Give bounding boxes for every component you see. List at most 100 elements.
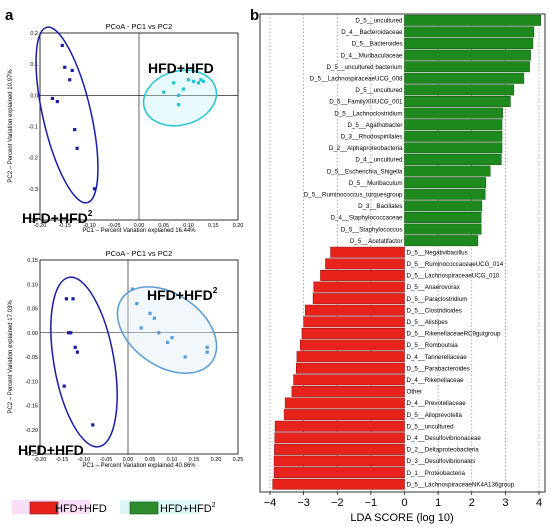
pcoa2-point [170,336,173,339]
lda-bar-label: D_5__LachnospiraceaeUCG_010 [407,273,500,280]
lda-bar-label: D_5__Negativibacillus [407,249,468,256]
lda-bar [405,27,534,37]
lda-bar-label: D_5__uncultured [355,87,403,94]
lda-bar-label: D_5__Agathobacter [347,122,402,129]
lda-bar [405,96,511,106]
pcoa2-point [148,312,151,315]
pcoa1-ytick-label: 0.2 [30,31,38,37]
lda-bar [274,444,404,454]
lda-bar [320,270,404,280]
pcoa1-point [192,80,195,83]
lda-bar-label: D_5__Staphylococcus [341,226,403,233]
pcoa1-xtick-label: 0.20 [233,223,244,229]
lda-bar-label: D_5__Bacteroides [352,41,403,48]
lda-bar [405,119,503,129]
lda-bar-label: D_5__uncultured [407,423,455,430]
lda-xtick-label: −2 [331,497,344,509]
pcoa2-ytick-label: 0.05 [27,307,38,313]
lda-bar [300,340,404,350]
pcoa2-ytick-label: -0.20 [25,428,38,434]
legend-swatch-hfd2 [130,502,158,514]
pcoa2-point [206,351,209,354]
lda-bar [294,375,405,385]
pcoa1-xtick-label: 0.05 [158,223,169,229]
lda-bar-chart: −4 −3 −2 −1 0 1 2 3 4D_5__unculturedD_4__Bactero… [260,14,545,524]
pcoa1-ytick-label: -0.3 [29,187,38,193]
lda-bar-label: D_4__Desulfovibrionaceae [407,435,482,442]
lda-bar-label: D_4__Prevotellaceae [407,400,467,407]
lda-xtick-label: 4 [536,497,542,509]
lda-bar [304,317,405,327]
pcoa2-point [153,317,156,320]
pcoa2-xtick-label: 0.15 [189,457,200,463]
lda-xtick-label: 3 [502,497,508,509]
pcoa1-ytick-label: -0.1 [29,125,38,131]
lda-bar-label: D_5__Lachnoclostridium [334,110,402,117]
lda-bar [296,363,404,373]
lda-bar-label: D_3__Rhodospirillales [341,133,403,140]
lda-bar-label: D_5__Alloprevotella [407,412,463,419]
pcoa2-ytick-label: -0.15 [25,404,38,410]
lda-bar-label: D_4__Rikenellaceae [407,377,465,384]
lda-bar [284,409,404,419]
pcoa2-xtick-label: 0.10 [167,457,178,463]
lda-xtick-label: 0 [401,497,407,509]
pcoa2-xtick-label: 0.20 [211,457,222,463]
lda-xlabel: LDA SCORE (log 10) [350,512,453,524]
panel-label-b: b [250,7,259,24]
lda-bar-label: D_5__Muribaculum [349,180,403,187]
pcoa2-ytick-label: 0.00 [27,331,38,337]
lda-bar [405,73,524,83]
lda-bar-label: D_5__FamilyXIIIUCG_001 [329,99,403,106]
pcoa2-point [131,288,134,291]
pcoa2-point [69,331,72,334]
pcoa1-point [187,78,190,81]
pcoa2-xtick-label: 0.05 [145,457,156,463]
pcoa1-xtick-label: 0.10 [183,223,194,229]
pcoa1-xtick-label: -0.05 [108,223,121,229]
lda-xtick-label: −4 [264,497,277,509]
lda-bar [274,467,404,477]
lda-bar [405,38,533,48]
pcoa1-point [93,187,96,190]
pcoa2-group-label: HFD+HFD [18,442,84,458]
lda-bar [405,50,531,60]
lda-bar [405,212,482,222]
lda-bar [405,177,486,187]
lda-bar-label: D_5__Clostridioides [407,307,462,314]
pcoa2-ytick-label: -0.10 [25,379,38,385]
pcoa-plot-2: PCoA - PC1 vs PC2 PC1 – Percent Variatio… [8,249,243,469]
pcoa2-title: PCoA - PC1 vs PC2 [106,249,173,258]
pcoa2-xtick-label: 0.00 [123,457,134,463]
lda-bar [297,351,405,361]
pcoa2-ytick-label: -0.05 [25,355,38,361]
pcoa1-point [172,81,175,84]
pcoa1-point [73,128,76,131]
lda-bar-label: D_3__Bacillales [358,203,402,210]
pcoa1-point [56,100,59,103]
pcoa1-ytick-label: -0.2 [29,156,38,162]
lda-bar [314,282,405,292]
pcoa2-ytick-label: 0.10 [27,282,38,288]
lda-bar [302,328,405,338]
pcoa1-title: PCoA - PC1 vs PC2 [106,22,173,31]
pcoa2-point [166,341,169,344]
pcoa2-point [71,297,74,300]
pcoa1-point [68,78,71,81]
lda-bar [405,154,502,164]
pcoa2-point [91,423,94,426]
lda-bar-label: D_5__Paraclostridium [407,296,468,303]
pcoa2-xlabel: PC1 – Percent Variation explained 40.86% [82,463,196,469]
pcoa2-group-label: HFD+HFD2 [147,285,218,303]
pcoa1-point [197,81,200,84]
lda-bar [292,386,405,396]
pcoa1-point [202,80,205,83]
lda-bar [405,189,486,199]
lda-bar-label: D_5__uncultured [355,17,403,24]
pcoa1-point [76,147,79,150]
pcoa2-point [74,346,77,349]
lda-bar [405,235,478,245]
legend-label-hfd: HFD+HFD [55,503,107,515]
legend: HFD+HFD HFD+HFD2 [12,500,216,515]
